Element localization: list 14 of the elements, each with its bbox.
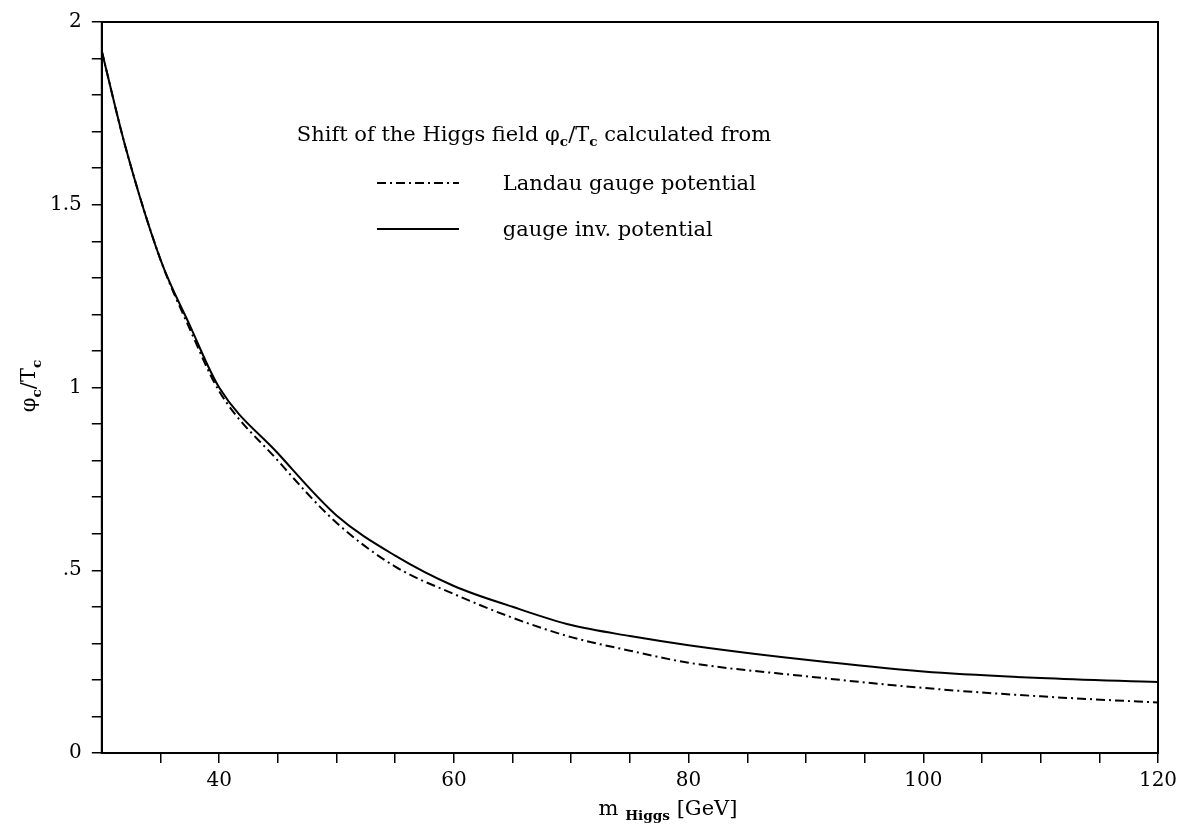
- y-tick-label: 1.5: [49, 190, 82, 215]
- y-tick-label: 0: [69, 739, 82, 764]
- x-tick-label: 120: [1138, 767, 1178, 792]
- legend-label: Landau gauge potential: [502, 171, 756, 196]
- y-tick-label: 1: [69, 373, 82, 398]
- x-axis-title: m $_{Higgs}$ [GeV]: [597, 796, 739, 824]
- y-tick-label: 2: [69, 8, 82, 33]
- legend-label: gauge inv. potential: [502, 217, 713, 242]
- y-tick-label: .5: [62, 556, 82, 581]
- x-tick-label: 80: [675, 767, 702, 792]
- legend-title: Shift of the Higgs field φ$_{c}$/T$_{c}$ calculated from: [296, 122, 772, 150]
- x-tick-label: 60: [441, 767, 467, 792]
- x-tick-label: 100: [904, 767, 943, 792]
- x-tick-label: 40: [206, 767, 232, 792]
